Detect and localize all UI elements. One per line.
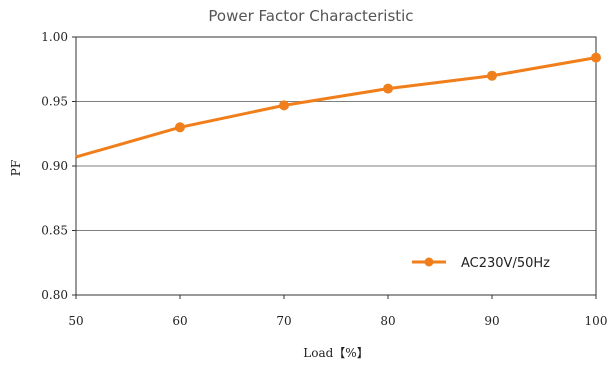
y-tick-label-4: 1.00 — [41, 30, 68, 44]
legend-marker — [424, 257, 434, 267]
y-axis-ticks: 0.80 0.85 0.90 0.95 1.00 — [41, 30, 76, 302]
x-tick-label-0: 50 — [68, 314, 83, 328]
x-tick-label-3: 80 — [380, 314, 395, 328]
y-tick-label-1: 0.85 — [41, 224, 68, 238]
x-tick-label-1: 60 — [172, 314, 187, 328]
y-tick-label-0: 0.80 — [41, 288, 68, 302]
series-group — [75, 52, 601, 159]
data-point-0-2 — [383, 83, 393, 94]
series-line-0 — [75, 56, 597, 159]
data-point-0-3 — [487, 70, 497, 81]
y-axis-label: PF — [9, 160, 23, 176]
y-tick-label-3: 0.95 — [41, 95, 68, 109]
data-point-0-1 — [279, 100, 289, 111]
x-tick-label-5: 100 — [585, 314, 608, 328]
x-tick-label-4: 90 — [484, 314, 499, 328]
chart-title: Power Factor Characteristic — [208, 7, 413, 25]
legend-label: AC230V/50Hz — [461, 256, 550, 271]
data-point-0-0 — [175, 122, 185, 133]
legend: AC230V/50Hz — [412, 256, 550, 271]
y-tick-label-2: 0.90 — [41, 159, 68, 173]
x-tick-label-2: 70 — [276, 314, 291, 328]
x-axis-label: Load【%】 — [303, 346, 368, 360]
x-axis-ticks: 50 60 70 80 90 100 — [68, 295, 607, 328]
data-point-0-4 — [591, 52, 601, 63]
